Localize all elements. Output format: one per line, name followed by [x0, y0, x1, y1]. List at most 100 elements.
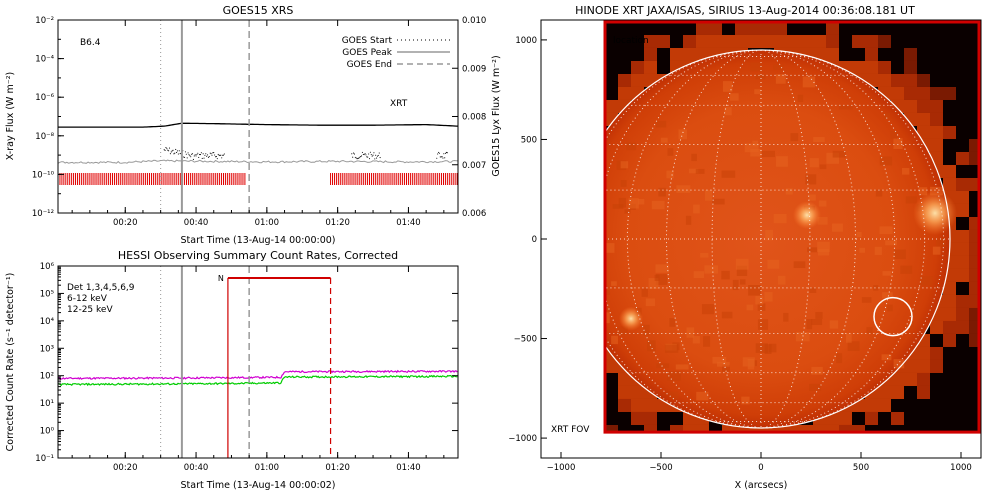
hessi-panel: HESSI Observing Summary Count Rates, Cor…: [5, 249, 459, 491]
goes-long-line: [58, 122, 458, 128]
xrt-corona-block: [956, 203, 969, 217]
xrt-disk-texture: [705, 189, 713, 201]
goes-short-point: [192, 158, 194, 160]
goes-short-point: [185, 153, 187, 155]
xrt-corona-block: [800, 424, 813, 432]
xrt-corona-block: [865, 60, 878, 74]
xrt-disk-texture: [811, 319, 823, 326]
xrt-y-tick-label: −500: [514, 335, 537, 345]
xrt-corona-block: [813, 34, 826, 48]
xrt-corona-block: [930, 112, 943, 126]
xrt-disk-texture: [806, 319, 813, 330]
xrt-disk-texture: [807, 247, 818, 253]
goes-short-point: [222, 154, 225, 156]
xrt-corona-block: [631, 385, 644, 399]
xrt-disk-texture: [669, 391, 679, 400]
goes-short-point: [210, 153, 212, 155]
goes-short-point: [205, 153, 207, 155]
xrt-fov-label: XRT FOV: [551, 425, 590, 435]
xrt-disk-texture: [767, 259, 780, 269]
xrt-disk-texture: [879, 226, 893, 235]
goes-short-point: [370, 154, 372, 156]
hessi-x-tick-label: 00:40: [184, 463, 209, 473]
xrt-corona-block: [943, 307, 956, 321]
goes-short-point: [375, 154, 377, 156]
goes-right-axis: 0.006 0.007 0.008 0.009 0.010: [452, 16, 486, 219]
xrt-disk-texture: [669, 318, 676, 327]
xrt-corona-block: [644, 60, 657, 74]
goes-right-tick-label: 0.008: [462, 113, 486, 123]
xrt-corona-block: [748, 34, 761, 48]
xrt-disk-texture: [693, 271, 704, 279]
xrt-disk-texture: [817, 241, 830, 252]
goes-short-point: [199, 154, 201, 156]
goes-short-point: [207, 154, 209, 156]
goes-short-point: [197, 152, 199, 154]
xrt-x-tick-label: 500: [853, 463, 869, 473]
xrt-corona-block: [917, 112, 930, 126]
xrt-corona-block: [774, 424, 787, 432]
xrt-disk-texture: [757, 319, 769, 330]
xrt-disk-texture: [861, 297, 872, 303]
xrt-disk-texture: [688, 168, 699, 174]
goes-short-point: [195, 155, 197, 157]
goes-short-point: [359, 156, 361, 158]
goes-short-point: [353, 153, 356, 155]
goes-short-point: [186, 157, 188, 159]
xrt-y-tick-label: 500: [521, 135, 537, 145]
xrt-disk-texture: [817, 248, 830, 256]
xrt-x-tick-label: −1000: [547, 463, 576, 473]
xrt-corona-block: [956, 294, 969, 308]
goes-class-label: B6.4: [80, 38, 101, 48]
xrt-corona-block: [761, 424, 774, 432]
xrt-y-tick-label: 1000: [515, 36, 537, 46]
legend-goes-peak: GOES Peak: [342, 48, 392, 58]
xrt-disk-texture: [701, 304, 714, 315]
xrt-corona-block: [956, 177, 969, 191]
xrt-corona-block: [956, 151, 969, 165]
xrt-corona-block: [748, 424, 761, 432]
goes-short-point: [212, 152, 214, 154]
goes-short-point: [364, 153, 366, 155]
xrt-disk-texture: [732, 279, 739, 291]
xrt-lat-lon-grid: [606, 49, 950, 429]
xrt-corona-block: [917, 346, 930, 360]
xrt-corona-block: [618, 86, 631, 100]
xrt-disk-texture: [729, 93, 739, 101]
goes-short-point: [369, 151, 371, 153]
goes-short-point: [445, 152, 447, 154]
xrt-corona-block: [956, 190, 969, 204]
xrt-disk-texture: [793, 261, 806, 269]
goes-short-point: [379, 157, 381, 159]
goes-short-point: [190, 156, 192, 158]
goes-short-point: [360, 155, 362, 158]
hessi-x-tick-label: 00:20: [113, 463, 138, 473]
goes-short-point: [209, 152, 211, 154]
xrt-fov-outline: [603, 20, 981, 434]
goes-short-point: [178, 150, 180, 152]
xrt-corona-block: [774, 34, 787, 48]
xrt-bright-region: [619, 306, 643, 331]
xrt-corona-block: [735, 21, 748, 35]
goes-short-point: [173, 153, 175, 155]
xrt-image-panel: HINODE XRT JAXA/ISAS, SIRIUS 13-Aug-2014…: [508, 4, 982, 491]
goes-short-point: [367, 156, 369, 158]
xrt-corona-block: [631, 398, 644, 412]
xrt-disk-texture: [879, 156, 893, 166]
xrt-corona-block: [839, 411, 852, 425]
xrt-disk-texture: [809, 158, 819, 168]
hessi-12-25-kev-line: [58, 374, 458, 387]
legend-goes-start: GOES Start: [342, 36, 393, 46]
xrt-longitude-line: [760, 49, 926, 429]
hessi-y-axis: 10⁻¹ 10⁰ 10¹ 10² 10³ 10⁴ 10⁵ 10⁶: [35, 262, 458, 464]
xrt-disk-texture: [654, 274, 660, 281]
goes-short-point: [372, 154, 374, 156]
xrt-disk-texture: [703, 336, 711, 347]
hessi-y-tick-label: 10⁶: [40, 262, 55, 272]
xrt-disk-texture: [666, 170, 674, 179]
xrt-corona-block: [917, 99, 930, 113]
xrt-corona-block: [943, 86, 956, 100]
xrt-corona-block: [904, 372, 917, 386]
xrt-disk-texture: [785, 188, 793, 195]
